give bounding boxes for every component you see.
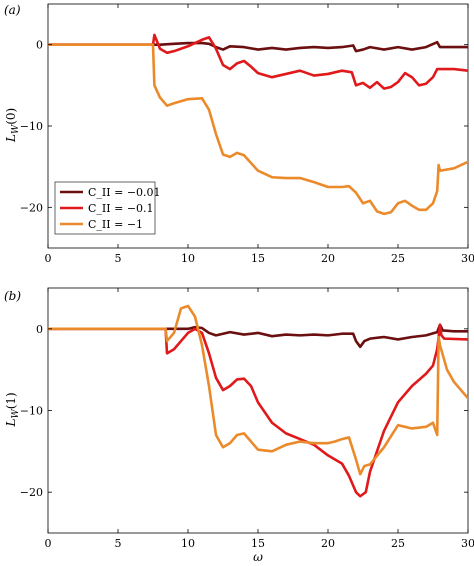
x-axis-label: ω — [253, 550, 263, 564]
legend-entry-0: C_II = −0.01 — [88, 186, 161, 199]
panel-label: (b) — [4, 289, 21, 303]
x-tick-label: 5 — [115, 537, 122, 550]
x-tick-label: 15 — [251, 252, 265, 265]
series-line-2 — [48, 43, 468, 216]
x-tick-label: 0 — [45, 252, 52, 265]
x-tick-label: 5 — [115, 252, 122, 265]
series-line-1 — [48, 33, 468, 90]
x-tick-label: 10 — [181, 537, 195, 550]
legend-entry-1: C_II = −0.1 — [88, 202, 154, 215]
x-tick-label: 10 — [181, 252, 195, 265]
y-tick-label: −20 — [20, 201, 43, 214]
x-tick-label: 25 — [391, 537, 405, 550]
series-line-1 — [48, 323, 468, 498]
series-line-0 — [48, 323, 468, 349]
plot-frame — [47, 287, 469, 534]
y-tick-label: −10 — [20, 405, 43, 418]
x-tick-label: 20 — [321, 537, 335, 550]
x-tick-label: 15 — [251, 537, 265, 550]
x-tick-label: 0 — [45, 537, 52, 550]
x-tick-label: 30 — [461, 537, 474, 550]
y-tick-label: −20 — [20, 486, 43, 499]
x-tick-label: 25 — [391, 252, 405, 265]
series-line-0 — [48, 40, 468, 53]
x-tick-label: 20 — [321, 252, 335, 265]
y-axis-label: LW(1) — [4, 392, 21, 427]
y-tick-label: 0 — [36, 323, 43, 336]
x-tick-label: 30 — [461, 252, 474, 265]
panel-label: (a) — [4, 3, 21, 17]
y-tick-label: −10 — [20, 120, 43, 133]
series-line-2 — [48, 304, 468, 476]
panel-a: 0 5 10 15 20 25 30 0 −10 −20 (a) LW(0) C_II = −0.01 C… — [4, 3, 474, 265]
y-tick-label: 0 — [36, 39, 43, 52]
y-axis-label: LW(0) — [4, 108, 21, 143]
legend-entry-2: C_II = −1 — [88, 218, 143, 231]
panel-b: 0 5 10 15 20 25 30 0 −10 −20 (b) LW(1) ω — [4, 287, 474, 564]
